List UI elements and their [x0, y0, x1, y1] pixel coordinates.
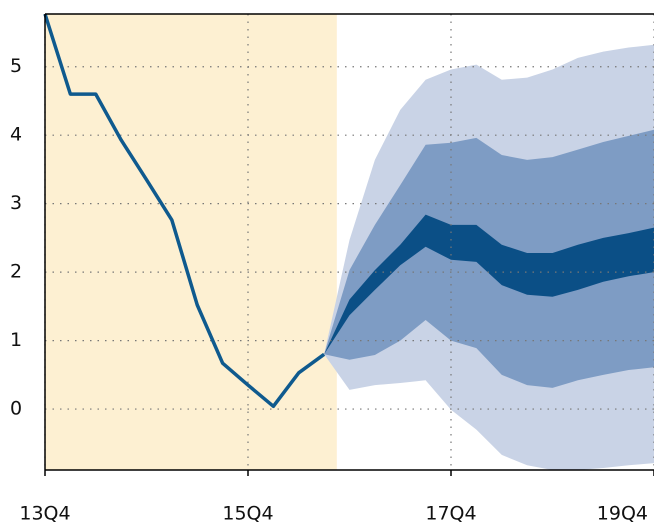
fan-band: [324, 214, 654, 355]
history-line: [43, 13, 326, 409]
y-tick-label: 1: [10, 329, 22, 351]
x-tick-label: 15Q4: [222, 503, 273, 525]
y-tick-label: 3: [10, 192, 22, 214]
x-tick-label: 17Q4: [425, 503, 476, 525]
shaded-span: [45, 14, 337, 470]
x-tick-label: 19Q4: [597, 503, 648, 525]
y-tick-label: 0: [10, 398, 22, 420]
x-tick-label: 13Q4: [19, 503, 70, 525]
y-tick-label: 2: [10, 261, 22, 283]
y-tick-label: 5: [10, 55, 22, 77]
y-tick-label: 4: [10, 124, 22, 146]
